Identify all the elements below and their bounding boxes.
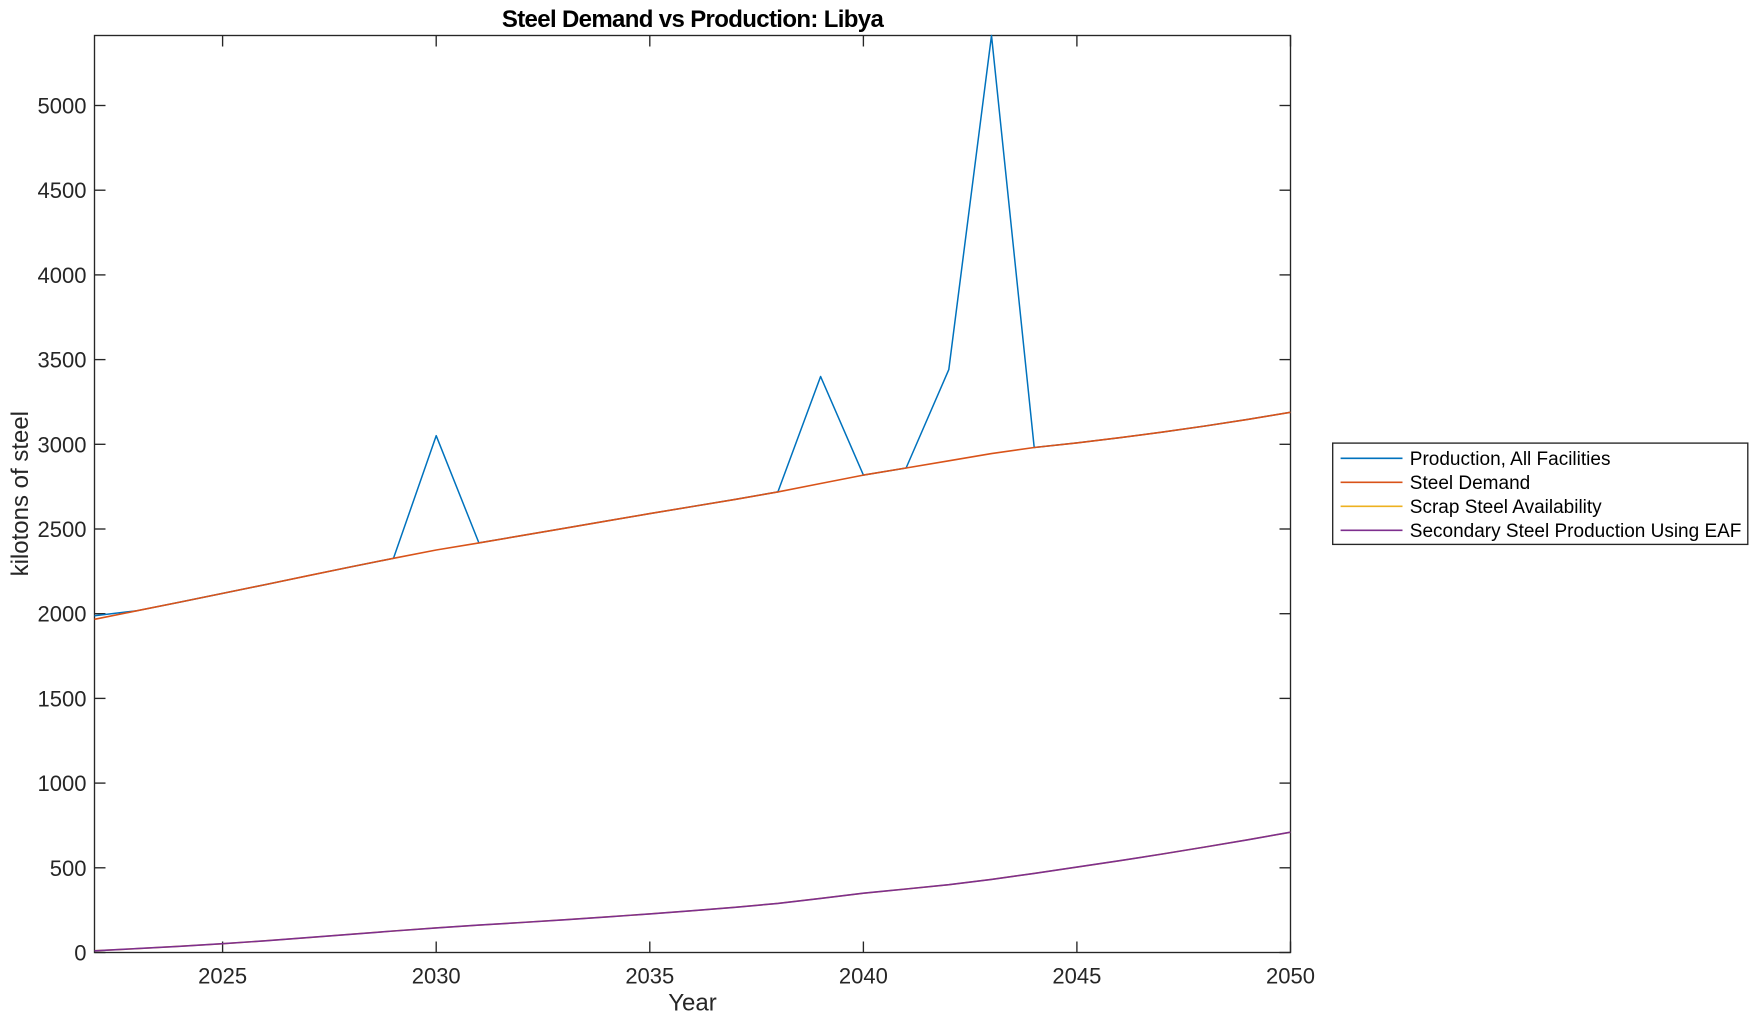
svg-text:3000: 3000 [38,432,87,457]
svg-text:1000: 1000 [38,771,87,796]
svg-text:0: 0 [74,941,86,966]
svg-text:Steel Demand: Steel Demand [1410,473,1530,494]
svg-text:2025: 2025 [198,964,247,989]
svg-text:2500: 2500 [38,517,87,542]
svg-text:kilotons of steel: kilotons of steel [7,411,34,576]
svg-text:3500: 3500 [38,348,87,373]
svg-text:2000: 2000 [38,602,87,627]
svg-text:1500: 1500 [38,686,87,711]
svg-text:Scrap Steel Availability: Scrap Steel Availability [1410,497,1602,518]
svg-text:2040: 2040 [839,964,888,989]
svg-text:2050: 2050 [1266,964,1315,989]
svg-text:2030: 2030 [412,964,461,989]
svg-text:2045: 2045 [1052,964,1101,989]
svg-text:Year: Year [668,990,717,1017]
svg-text:Steel Demand vs Production: Li: Steel Demand vs Production: Libya [502,6,885,33]
svg-text:5000: 5000 [38,94,87,119]
svg-text:500: 500 [50,856,87,881]
svg-text:Secondary Steel Production Usi: Secondary Steel Production Using EAF [1410,521,1742,542]
svg-text:4000: 4000 [38,263,87,288]
svg-text:4500: 4500 [38,178,87,203]
svg-text:2035: 2035 [625,964,674,989]
svg-text:Production, All Facilities: Production, All Facilities [1410,449,1611,470]
